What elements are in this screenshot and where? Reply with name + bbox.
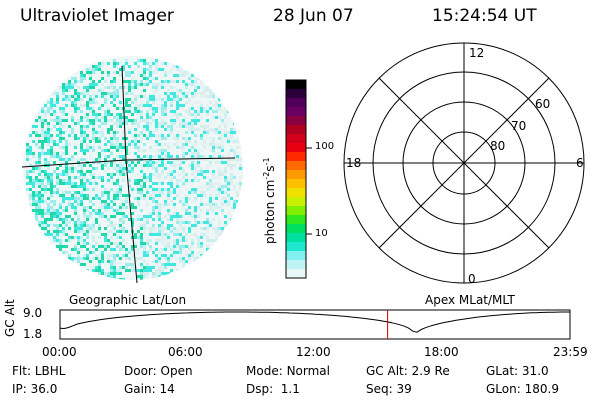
status-mode: Mode: Normal (246, 364, 330, 378)
colorbar-cell (286, 152, 306, 162)
status-ip: IP: 36.0 (12, 382, 58, 396)
timeline-frame (59, 309, 571, 340)
gc-alt-axis-label: GC Alt (3, 299, 17, 337)
colorbar-cell (286, 143, 306, 153)
status-door: Door: Open (124, 364, 193, 378)
y-tick-1-8: 1.8 (23, 327, 43, 341)
colorbar-cell (286, 116, 306, 126)
colorbar-cell (286, 251, 306, 261)
mlat-label-60: 60 (535, 97, 551, 111)
polar-diagonal-2 (378, 77, 550, 249)
colorbar-cell (286, 197, 306, 207)
status-gain: Gain: 14 (124, 382, 175, 396)
mlt-label-18: 18 (346, 156, 362, 170)
colorbar-cell (286, 224, 306, 234)
x-tick-0000: 00:00 (42, 345, 77, 359)
colorbar-cell (286, 125, 306, 135)
x-tick-1200: 12:00 (296, 345, 331, 359)
gc-altitude-curve (59, 311, 570, 333)
mlt-label-0: 0 (468, 272, 476, 286)
mlat-label-80: 80 (490, 139, 506, 153)
y-tick-9-0: 9.0 (23, 306, 43, 320)
colorbar-cell (286, 242, 306, 252)
status-seq: Seq: 39 (366, 382, 412, 396)
colorbar-cell (286, 233, 306, 243)
colorbar-cell (286, 134, 306, 144)
colorbar-cell (286, 260, 306, 270)
colorbar-tick-label-10: 10 (315, 228, 328, 239)
geographic-grid (21, 65, 236, 284)
image-date: 28 Jun 07 (273, 6, 354, 26)
x-tick-1800: 18:00 (424, 345, 459, 359)
status-glon: GLon: 180.9 (486, 382, 559, 396)
colorbar-cell (286, 161, 306, 171)
x-tick-0600: 06:00 (168, 345, 203, 359)
colorbar-cell (286, 170, 306, 180)
colorbar-frame (285, 79, 307, 279)
colorbar-cells (286, 80, 306, 279)
colorbar-cell (286, 80, 306, 90)
x-tick-2359: 23:59 (553, 345, 588, 359)
colorbar-cell (286, 98, 306, 108)
image-time: 15:24:54 UT (432, 6, 537, 26)
colorbar-tick-label-100: 100 (315, 141, 335, 152)
colorbar-cell (286, 188, 306, 198)
geographic-latlon-label: Geographic Lat/Lon (69, 293, 187, 307)
mlat-label-70: 70 (511, 119, 527, 133)
colorbar-cell (286, 89, 306, 99)
instrument-title: Ultraviolet Imager (20, 6, 174, 26)
status-dsp: Dsp: 1.1 (246, 382, 300, 396)
mlt-label-6: 6 (576, 156, 584, 170)
status-flt: Flt: LBHL (12, 364, 66, 378)
colorbar-cell (286, 206, 306, 216)
apex-mlat-mlt-label: Apex MLat/MLT (425, 293, 515, 307)
mlt-label-12: 12 (469, 46, 485, 60)
colorbar-cell (286, 269, 306, 279)
colorbar-cell (286, 179, 306, 189)
latitude-line (21, 157, 236, 168)
colorbar-cell (286, 107, 306, 117)
colorbar-cell (286, 215, 306, 225)
status-gc-alt: GC Alt: 2.9 Re (366, 364, 450, 378)
auroral-intensity-speckle (23, 56, 243, 280)
status-glat: GLat: 31.0 (486, 364, 549, 378)
